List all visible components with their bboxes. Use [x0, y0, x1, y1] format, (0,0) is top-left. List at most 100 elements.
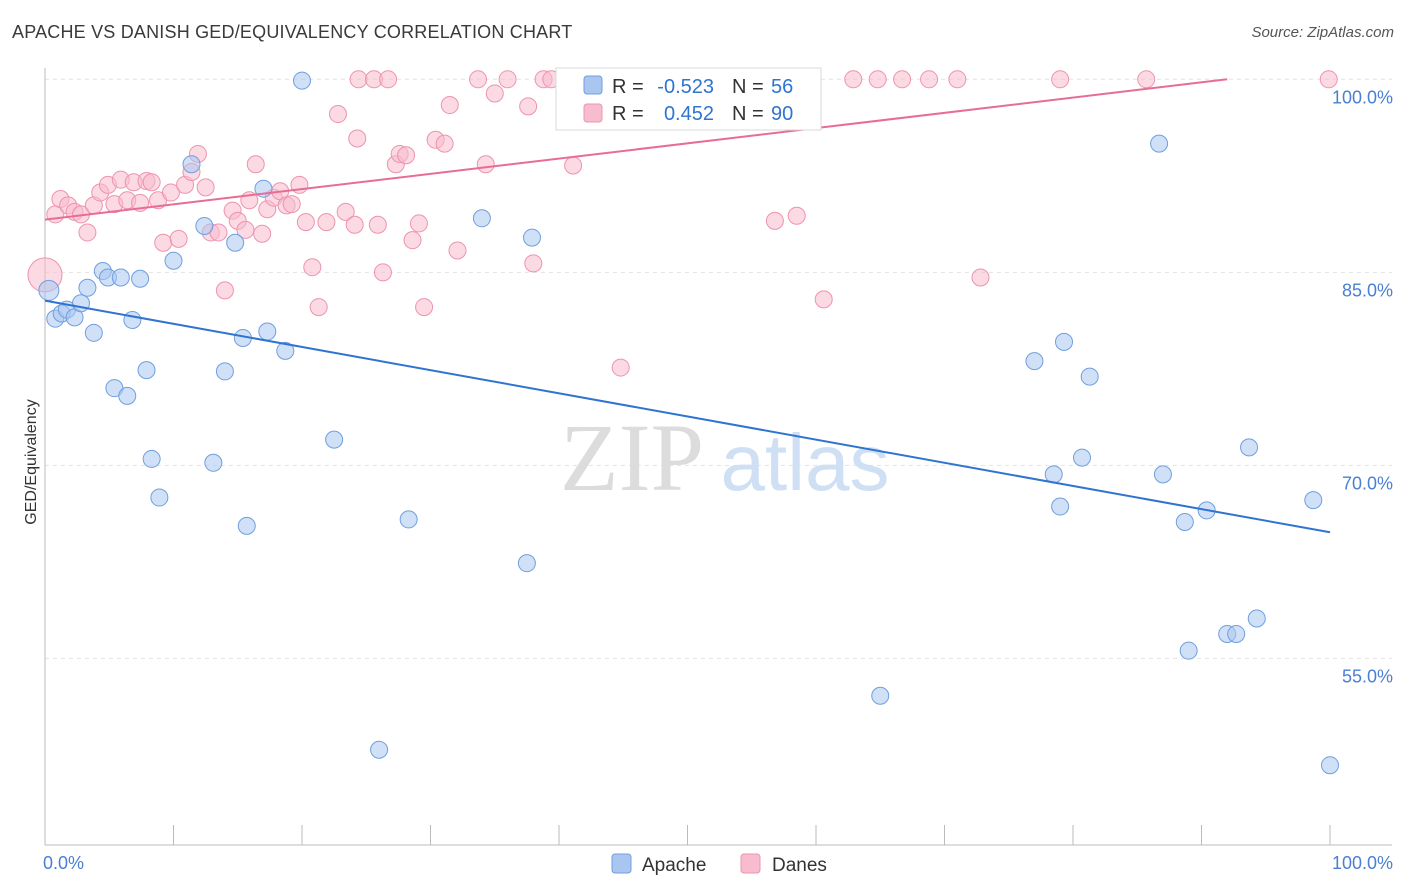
- danes-point: [142, 173, 161, 192]
- danes-point: [893, 70, 912, 89]
- danes-point: [409, 214, 428, 233]
- apache-point: [293, 71, 311, 90]
- apache-point: [325, 430, 344, 449]
- apache-point: [215, 362, 234, 381]
- danes-point: [253, 224, 272, 243]
- danes-point: [309, 298, 328, 317]
- apache-trend-line: [44, 299, 1331, 534]
- danes-n-label: N =: [732, 103, 764, 125]
- apache-point: [517, 554, 536, 573]
- apache-point: [1304, 491, 1323, 510]
- watermark-zip: ZIP: [560, 404, 704, 511]
- apache-point: [164, 251, 183, 270]
- danes-point: [296, 213, 315, 232]
- danes-point: [236, 220, 255, 239]
- legend-apache-swatch[interactable]: [611, 853, 632, 874]
- danes-point: [435, 134, 454, 153]
- watermark: ZIP atlas: [560, 404, 889, 511]
- apache-point: [1080, 367, 1099, 386]
- apache-point: [1025, 352, 1044, 371]
- apache-point: [1321, 756, 1339, 775]
- danes-point: [920, 70, 939, 89]
- apache-point: [1055, 332, 1074, 351]
- apache-point: [226, 233, 245, 252]
- apache-point: [137, 361, 156, 380]
- chart-title: APACHE VS DANISH GED/EQUIVALENCY CORRELA…: [12, 22, 573, 42]
- apache-point: [237, 516, 256, 535]
- danes-point: [328, 105, 347, 124]
- apache-point: [258, 322, 277, 341]
- apache-point: [1051, 497, 1070, 516]
- series-legend[interactable]: Apache Danes: [611, 853, 827, 876]
- apache-point: [1179, 641, 1198, 660]
- danes-point: [498, 70, 517, 89]
- danes-point: [765, 211, 784, 230]
- legend-danes-label[interactable]: Danes: [772, 855, 827, 876]
- y-tick-label: 100.0%: [1332, 87, 1393, 107]
- danes-point: [1319, 70, 1338, 89]
- apache-point: [1175, 512, 1194, 531]
- apache-point: [118, 386, 137, 405]
- danes-point: [303, 258, 322, 277]
- danes-point: [611, 358, 630, 377]
- danes-point: [403, 231, 422, 250]
- apache-point: [1153, 465, 1172, 484]
- apache-point: [123, 310, 142, 329]
- apache-point: [1150, 134, 1169, 153]
- apache-point: [204, 453, 223, 472]
- apache-point: [399, 510, 418, 529]
- danes-n-value: 90: [771, 103, 793, 125]
- danes-point: [844, 70, 863, 89]
- apache-point: [182, 155, 201, 174]
- apache-point: [370, 740, 389, 759]
- apache-legend-swatch: [583, 75, 603, 95]
- danes-point: [373, 263, 392, 282]
- danes-point: [787, 206, 806, 225]
- danes-point: [196, 178, 215, 197]
- apache-point: [871, 686, 890, 705]
- danes-point: [564, 156, 583, 175]
- stats-legend: R = -0.523 N = 56 R = 0.452 N = 90: [555, 67, 822, 131]
- axes: [44, 68, 1392, 846]
- danes-point: [368, 215, 387, 234]
- danes-point: [78, 223, 97, 242]
- danes-point: [476, 155, 495, 174]
- apache-point: [131, 269, 150, 288]
- trend-lines: [44, 78, 1331, 534]
- apache-point: [111, 268, 130, 287]
- danes-point: [282, 195, 301, 214]
- apache-point: [1247, 609, 1266, 628]
- danes-point: [814, 290, 833, 309]
- apache-point: [523, 228, 542, 247]
- apache-point: [150, 488, 169, 507]
- danes-point: [1137, 70, 1156, 89]
- danes-point: [485, 84, 504, 103]
- apache-n-value: 56: [771, 76, 793, 98]
- x-tick-label-end: 100.0%: [1332, 853, 1393, 873]
- apache-point: [1227, 624, 1246, 643]
- danes-point: [336, 202, 355, 221]
- apache-point: [84, 323, 103, 342]
- apache-point: [142, 449, 161, 468]
- danes-point: [868, 70, 887, 89]
- danes-legend-swatch: [583, 103, 603, 123]
- danes-point: [415, 298, 434, 317]
- legend-danes-swatch[interactable]: [740, 853, 761, 874]
- danes-point: [448, 241, 467, 260]
- apache-n-label: N =: [732, 76, 764, 98]
- apache-point: [1072, 448, 1091, 467]
- danes-point: [948, 70, 967, 89]
- danes-point: [317, 213, 336, 232]
- danes-point: [1051, 70, 1070, 89]
- danes-point: [379, 70, 398, 89]
- x-tick-label-start: 0.0%: [43, 853, 84, 873]
- danes-point: [169, 229, 188, 248]
- danes-point: [348, 129, 367, 148]
- apache-point: [78, 278, 97, 297]
- danes-r-label: R =: [612, 103, 644, 125]
- y-axis-title: GED/Equivalency: [23, 399, 40, 524]
- source-label: Source: ZipAtlas.com: [1251, 24, 1394, 41]
- legend-apache-label[interactable]: Apache: [642, 855, 706, 876]
- danes-point: [971, 268, 990, 287]
- apache-point: [195, 217, 214, 236]
